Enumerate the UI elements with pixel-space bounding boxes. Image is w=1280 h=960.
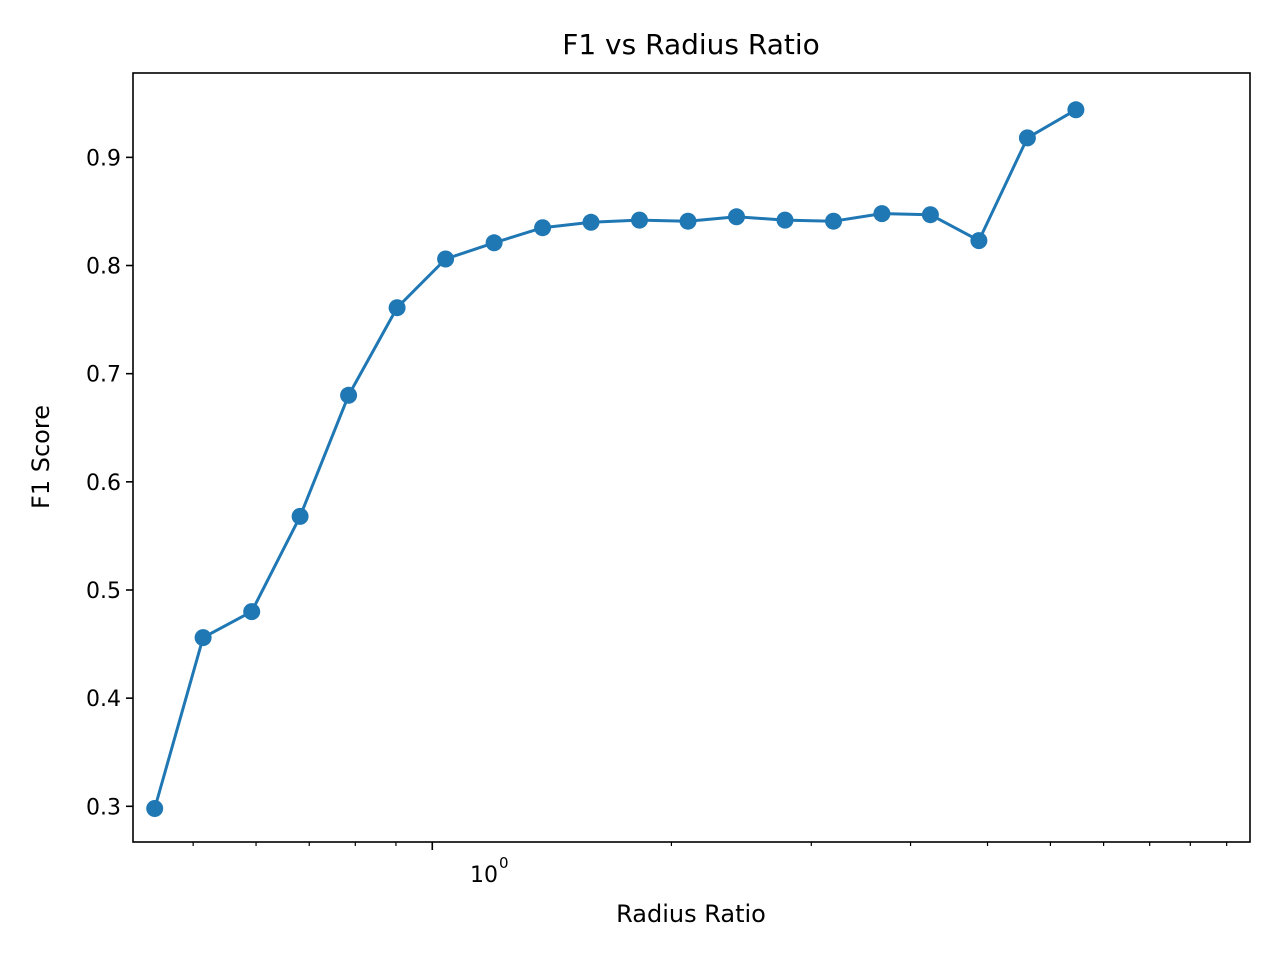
y-axis-ticks: 0.3 0.4 0.5 0.6 0.7 0.8 0.9 [86, 146, 133, 820]
data-point [1067, 101, 1085, 119]
data-point [243, 603, 261, 621]
data-point [582, 213, 600, 231]
y-tick-label: 0.9 [86, 146, 121, 171]
y-tick-label: 0.8 [86, 255, 121, 280]
x-tick-label-base: 10 [470, 863, 498, 888]
data-point [194, 629, 212, 647]
data-point [825, 212, 842, 230]
y-tick-label: 0.6 [86, 471, 121, 496]
y-tick-label: 0.3 [86, 795, 121, 820]
data-point [921, 206, 939, 224]
y-tick-label: 0.7 [86, 363, 121, 388]
series-group [146, 101, 1085, 817]
y-axis-label: F1 Score [27, 405, 55, 509]
data-point [631, 211, 648, 229]
y-tick-label: 0.5 [86, 579, 121, 604]
data-point [679, 212, 697, 230]
data-point [146, 800, 164, 817]
data-point [388, 299, 406, 317]
data-point [970, 232, 988, 250]
data-point [437, 250, 455, 268]
data-point [1018, 129, 1036, 147]
data-point [776, 211, 794, 229]
y-tick-label: 0.4 [86, 687, 121, 712]
x-axis-label: Radius Ratio [616, 900, 766, 928]
data-point [291, 507, 309, 525]
data-point [340, 386, 358, 404]
x-tick-label-major: 10 0 [470, 854, 509, 888]
plot-frame [132, 72, 1251, 843]
data-point [485, 234, 503, 252]
x-tick-label-exponent: 0 [499, 854, 509, 872]
chart-title: F1 vs Radius Ratio [562, 28, 820, 61]
data-point [873, 205, 891, 223]
data-point [728, 208, 745, 226]
data-point [534, 219, 552, 237]
